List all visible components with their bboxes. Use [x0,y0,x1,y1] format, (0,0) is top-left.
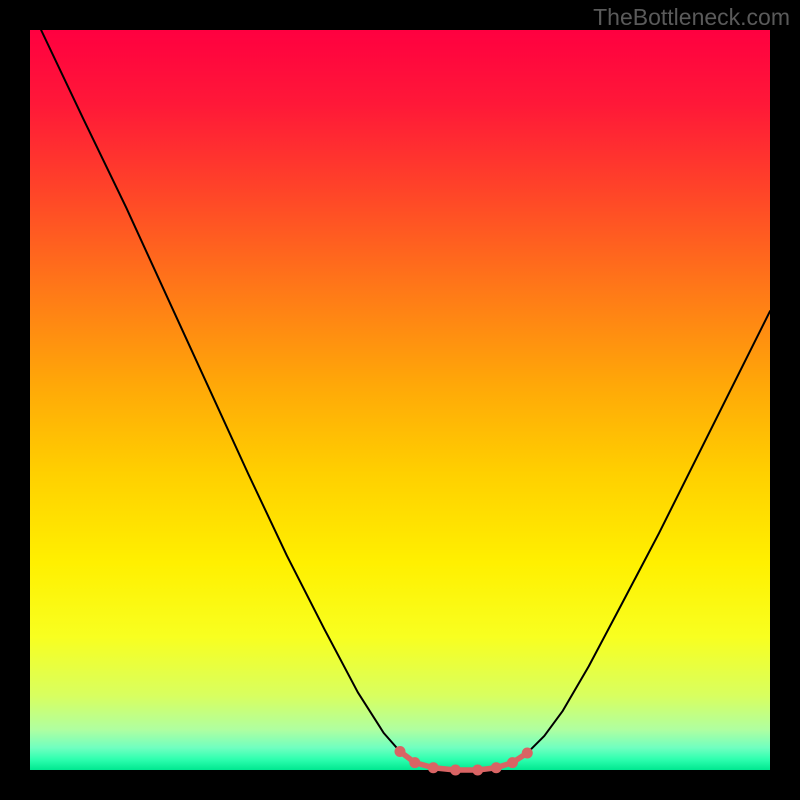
bottleneck-chart: TheBottleneck.com [0,0,800,800]
gradient-background [30,30,770,770]
watermark-label: TheBottleneck.com [593,4,790,31]
chart-canvas [0,0,800,800]
